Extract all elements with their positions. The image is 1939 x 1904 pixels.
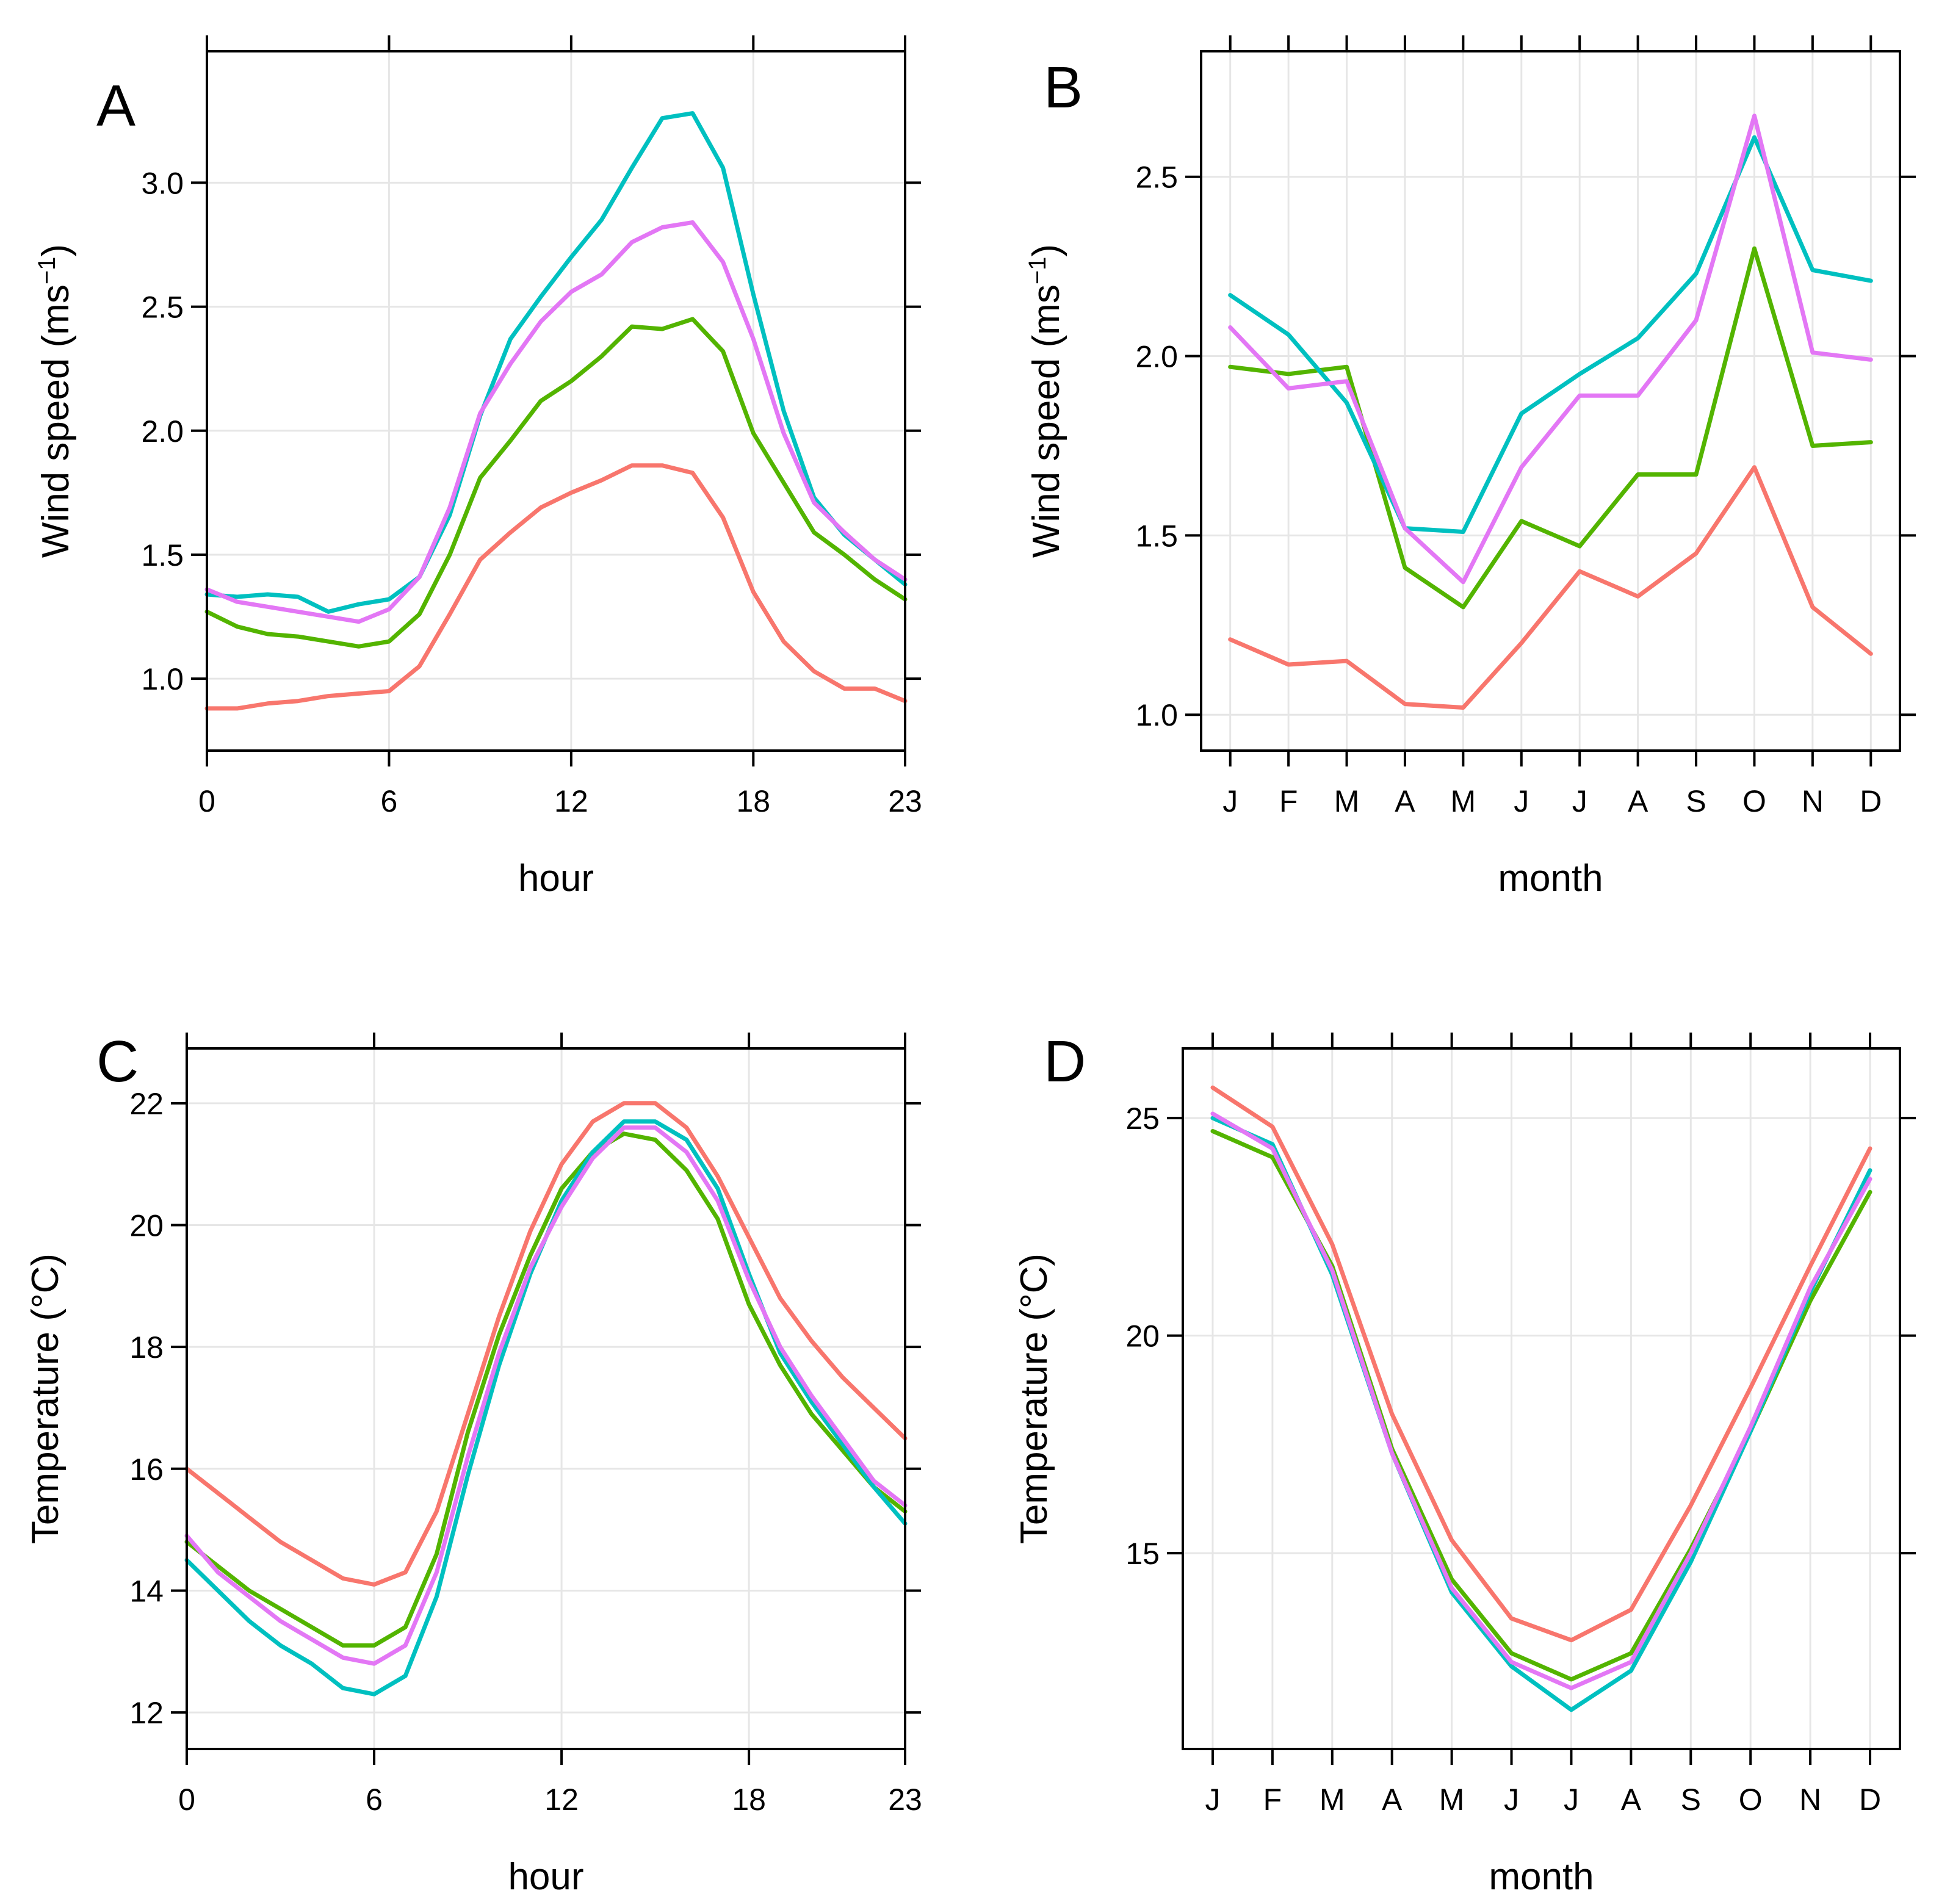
panel-b-x-axis-label: month	[1498, 857, 1603, 900]
panel-d-y-tick-label-0: 15	[1125, 1537, 1160, 1571]
panel-c-x-tick-label-4: 23	[888, 1783, 922, 1817]
panel-a-x-tick-label-3: 18	[736, 784, 770, 818]
panel-b-y-axis-label-superscript: −1	[1024, 257, 1051, 285]
panel-d-x-tick-label-5: J	[1504, 1783, 1519, 1817]
panel-d-letter: D	[1044, 1029, 1086, 1094]
panel-b-y-axis-label-main: Wind speed (ms	[1025, 284, 1067, 558]
panel-b-x-tick-label-7: A	[1628, 784, 1648, 818]
panel-b: J F M A M J J A S O N D 1.0 1.5 2.0 2.5 B month Wind sp…	[1024, 35, 1916, 900]
panel-a-y-axis-label-close: )	[35, 244, 77, 257]
panel-c-y-axis-label-main: Temperature (°C)	[24, 1253, 67, 1544]
panel-c-series-cyan-line	[184, 1119, 908, 1697]
panel-b-x-tick-label-5: J	[1514, 784, 1529, 818]
panel-a-letter: A	[96, 73, 135, 139]
panel-b-y-axis-label: Wind speed (ms−1)	[1024, 244, 1067, 558]
panel-d-x-tick-label-2: M	[1320, 1783, 1345, 1817]
panel-a-x-axis-label: hour	[518, 857, 594, 900]
panel-a-y-tick-label-4: 3.0	[141, 166, 184, 200]
panel-c-x-tick-label-1: 6	[366, 1783, 383, 1817]
panel-b-x-tick-label-11: D	[1860, 784, 1882, 818]
panel-d-x-tick-label-3: A	[1382, 1783, 1403, 1817]
panel-a-y-tick-label-3: 2.5	[141, 290, 184, 325]
panel-d-x-tick-label-1: F	[1263, 1783, 1282, 1817]
panel-a-y-tick-label-0: 1.0	[141, 662, 184, 696]
panel-b-x-tick-label-0: J	[1222, 784, 1238, 818]
panel-c-y-tick-label-2: 16	[129, 1452, 164, 1487]
panel-c-frame	[186, 1047, 906, 1750]
panel-c-y-tick-label-3: 18	[129, 1330, 164, 1365]
panel-d-y-axis-label: Temperature (°C)	[1013, 1253, 1055, 1544]
panel-c-y-tick-label-0: 12	[129, 1696, 164, 1730]
panel-c-x-tick-label-2: 12	[544, 1783, 579, 1817]
panel-b-y-axis-label-close: )	[1025, 244, 1067, 257]
panel-c: 0 6 12 18 23 12 14 16 18 20 22 C hour Temperature …	[24, 1029, 922, 1898]
panel-d: J F M A M J J A S O N D 15 20 25 D month Temperature (…	[1013, 1029, 1916, 1898]
panel-a-y-axis-label-superscript: −1	[34, 257, 60, 285]
panel-c-series-green-line	[184, 1131, 908, 1648]
panel-d-x-tick-label-0: J	[1205, 1783, 1220, 1817]
panel-d-y-tick-label-2: 25	[1125, 1102, 1160, 1136]
panel-a-x-tick-label-4: 23	[888, 784, 922, 818]
panel-b-x-tick-label-10: N	[1802, 784, 1824, 818]
panel-c-y-axis-label: Temperature (°C)	[24, 1253, 67, 1544]
panel-b-series-violet-line	[1228, 114, 1873, 585]
panel-b-x-tick-label-6: J	[1572, 784, 1587, 818]
panel-a-x-tick-label-2: 12	[554, 784, 588, 818]
panel-a-y-tick-label-2: 2.0	[141, 414, 184, 449]
panel-d-x-tick-label-6: J	[1564, 1783, 1579, 1817]
panel-a-series-red-line	[204, 463, 908, 711]
panel-c-series-red-line	[184, 1101, 908, 1587]
panel-c-x-tick-label-0: 0	[178, 1783, 195, 1817]
panel-d-x-tick-label-10: N	[1799, 1783, 1821, 1817]
panel-a-y-axis-label-main: Wind speed (ms	[35, 284, 77, 558]
panel-d-x-tick-label-7: A	[1621, 1783, 1642, 1817]
panel-c-y-tick-label-4: 20	[129, 1208, 164, 1242]
panel-d-frame	[1182, 1047, 1901, 1750]
panel-d-x-tick-label-9: O	[1739, 1783, 1763, 1817]
panel-b-series-red-line	[1228, 465, 1873, 710]
panel-b-letter: B	[1044, 55, 1083, 120]
panel-c-y-tick-label-5: 22	[129, 1087, 164, 1121]
panel-a-x-tick-label-0: 0	[198, 784, 215, 818]
panel-b-x-tick-label-9: O	[1742, 784, 1766, 818]
panel-b-x-tick-label-2: M	[1334, 784, 1360, 818]
panel-b-x-tick-label-1: F	[1279, 784, 1298, 818]
panel-d-x-axis-label: month	[1489, 1856, 1594, 1898]
panel-c-x-axis-label: hour	[508, 1856, 583, 1898]
panel-b-x-tick-label-3: A	[1395, 784, 1415, 818]
panel-b-frame	[1200, 50, 1901, 752]
panel-a-x-tick-label-1: 6	[381, 784, 398, 818]
panel-c-letter: C	[96, 1029, 139, 1094]
panel-b-y-tick-label-0: 1.0	[1135, 698, 1178, 732]
panel-d-y-tick-label-1: 20	[1125, 1319, 1160, 1354]
panel-c-series-violet-line	[184, 1125, 908, 1666]
panel-d-x-tick-label-11: D	[1859, 1783, 1881, 1817]
panel-b-x-tick-label-8: S	[1686, 784, 1706, 818]
panel-a-y-axis-label: Wind speed (ms−1)	[34, 244, 77, 558]
panel-b-x-tick-label-4: M	[1451, 784, 1476, 818]
panel-b-y-tick-label-2: 2.0	[1135, 340, 1178, 374]
panel-b-y-tick-label-1: 1.5	[1135, 519, 1178, 553]
panel-c-x-tick-label-3: 18	[732, 1783, 766, 1817]
panel-c-y-tick-label-1: 14	[129, 1574, 164, 1608]
panel-a-y-tick-label-1: 1.5	[141, 538, 184, 572]
panel-b-y-tick-label-3: 2.5	[1135, 160, 1178, 195]
panel-b-series-green-line	[1228, 246, 1873, 610]
panel-a-frame	[206, 50, 906, 752]
panel-a-series-green-line	[204, 317, 908, 649]
panel-a: 0 6 12 18 23 1.0 1.5 2.0 2.5 3.0 A hour Wind spee…	[34, 35, 922, 900]
panel-d-y-axis-label-main: Temperature (°C)	[1013, 1253, 1055, 1544]
panel-d-series-violet-line	[1210, 1111, 1872, 1690]
panel-a-series-violet-line	[204, 220, 908, 624]
panel-d-series-red-line	[1210, 1085, 1872, 1643]
panel-d-x-tick-label-8: S	[1681, 1783, 1701, 1817]
panel-a-series-cyan-line	[204, 111, 908, 614]
panel-d-series-green-line	[1210, 1129, 1872, 1682]
panel-d-x-tick-label-4: M	[1439, 1783, 1465, 1817]
